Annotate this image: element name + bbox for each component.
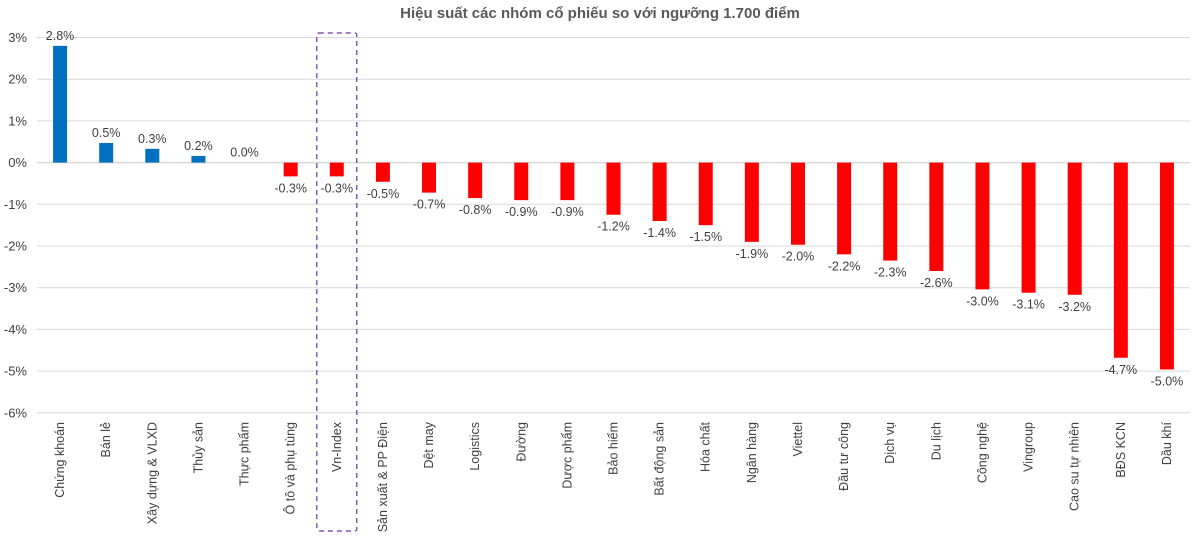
x-tick-label-cao-su-tu-nhien: Cao su tự nhiên	[1068, 422, 1082, 511]
x-tick-label-viettel: Viettel	[791, 422, 805, 457]
data-label-cao-su-tu-nhien: -3.2%	[1058, 300, 1091, 314]
y-tick-label: -5%	[4, 364, 28, 379]
x-tick-label-bao-hiem: Bảo hiểm	[607, 422, 621, 475]
x-tick-label-thuc-pham: Thực phẩm	[238, 422, 252, 486]
bar-viettel	[790, 162, 805, 245]
bar-dau-tu-cong	[837, 162, 852, 255]
x-tick-label-hoa-chat: Hóa chất	[699, 421, 713, 472]
bar-ban-le	[99, 143, 114, 163]
bar-o-to-va-phu-tung	[283, 162, 298, 177]
x-tick-label-cong-nghe: Công nghệ	[975, 422, 989, 483]
highlight-layer	[316, 32, 358, 532]
data-label-logistics: -0.8%	[459, 203, 492, 217]
x-tick-label-o-to-va-phu-tung: Ô tô và phụ tùng	[283, 422, 298, 514]
y-tick-label: -1%	[4, 197, 28, 212]
bar-bat-dong-san	[652, 162, 667, 221]
data-label-du-lich: -2.6%	[920, 276, 953, 290]
bar-duong	[514, 162, 529, 201]
data-label-bao-hiem: -1.2%	[597, 220, 630, 234]
data-label-dich-vu: -2.3%	[874, 266, 907, 280]
data-label-duong: -0.9%	[505, 205, 538, 219]
bar-cong-nghe	[975, 162, 990, 290]
bar-vn-index	[329, 162, 344, 177]
bar-dich-vu	[883, 162, 898, 261]
data-label-o-to-va-phu-tung: -0.3%	[274, 181, 307, 195]
data-label-thuy-san: 0.2%	[184, 139, 213, 153]
bar-thuy-san	[191, 155, 206, 163]
x-tick-label-duoc-pham: Dược phẩm	[560, 422, 574, 489]
bar-san-xuat-pp-dien	[375, 162, 390, 182]
bar-du-lich	[929, 162, 944, 272]
x-axis-ticks: Chứng khoán Bán lẻ Xây dựng & VLXD Thủy sản…	[53, 421, 1174, 532]
data-label-san-xuat-pp-dien: -0.5%	[367, 187, 400, 201]
bars	[53, 45, 1174, 370]
y-tick-label: 0%	[8, 155, 27, 170]
y-tick-label: 2%	[8, 72, 27, 87]
x-tick-label-vn-index: Vn-Index	[330, 421, 344, 472]
bar-ngan-hang	[744, 162, 759, 242]
x-tick-label-dau-khi: Dầu khí	[1160, 421, 1174, 465]
x-tick-label-thuy-san: Thủy sản	[191, 422, 205, 473]
data-label-duoc-pham: -0.9%	[551, 205, 584, 219]
y-tick-label: -6%	[4, 405, 28, 420]
bar-bao-hiem	[606, 162, 621, 215]
data-label-xay-dung-vlxd: 0.3%	[138, 132, 167, 146]
x-tick-label-xay-dung-vlxd: Xây dựng & VLXD	[145, 422, 159, 524]
bar-vingroup	[1021, 162, 1036, 293]
bar-dau-khi	[1159, 162, 1174, 370]
bar-bds-kcn	[1113, 162, 1128, 358]
data-label-ban-le: 0.5%	[92, 126, 121, 140]
data-label-chung-khoan: 2.8%	[46, 29, 75, 43]
x-tick-label-chung-khoan: Chứng khoán	[53, 422, 67, 498]
data-label-dau-tu-cong: -2.2%	[828, 259, 861, 273]
x-tick-label-du-lich: Du lịch	[929, 422, 943, 460]
data-label-viettel: -2.0%	[782, 250, 815, 264]
y-axis-ticks: 3% 2% 1% 0% -1% -2% -3% -4% -5% -6%	[4, 30, 28, 420]
x-tick-label-san-xuat-pp-dien: Sản xuất & PP Điện	[376, 422, 390, 532]
x-tick-label-dau-tu-cong: Đầu tư công	[837, 422, 851, 491]
data-label-vingroup: -3.1%	[1012, 298, 1045, 312]
y-tick-label: -4%	[4, 322, 28, 337]
y-tick-label: 3%	[8, 30, 27, 45]
x-tick-label-vingroup: Vingroup	[1022, 422, 1036, 472]
x-tick-label-bat-dong-san: Bất động sản	[653, 422, 667, 496]
bar-duoc-pham	[560, 162, 575, 201]
highlight-box-vn-index	[316, 32, 358, 532]
chart-title: Hiệu suất các nhóm cổ phiếu so với ngưỡn…	[400, 5, 800, 22]
bar-cao-su-tu-nhien	[1067, 162, 1082, 295]
data-label-bat-dong-san: -1.4%	[643, 226, 676, 240]
bar-xay-dung-vlxd	[145, 148, 160, 163]
bar-det-may	[422, 162, 437, 193]
bar-chung-khoan	[53, 45, 68, 163]
data-label-ngan-hang: -1.9%	[736, 247, 769, 261]
data-label-bds-kcn: -4.7%	[1104, 363, 1137, 377]
y-tick-label: 1%	[8, 113, 27, 128]
x-tick-label-bds-kcn: BĐS KCN	[1114, 422, 1128, 478]
bar-hoa-chat	[698, 162, 713, 226]
y-tick-label: -3%	[4, 280, 28, 295]
data-label-dau-khi: -5.0%	[1151, 374, 1184, 388]
bar-logistics	[468, 162, 483, 199]
x-tick-label-dich-vu: Dịch vụ	[883, 422, 897, 464]
x-tick-label-duong: Đường	[514, 422, 528, 462]
x-tick-label-logistics: Logistics	[468, 422, 482, 471]
y-tick-label: -2%	[4, 239, 28, 254]
data-label-cong-nghe: -3.0%	[966, 294, 999, 308]
x-tick-label-ngan-hang: Ngân hàng	[745, 422, 759, 483]
data-labels: 2.8% 0.5% 0.3% 0.2% 0.0% -0.3% -0.3% -0.5% -0.7%…	[46, 29, 1183, 389]
data-label-vn-index: -0.3%	[320, 181, 353, 195]
data-label-hoa-chat: -1.5%	[689, 230, 722, 244]
data-label-thuc-pham: 0.0%	[230, 146, 259, 160]
x-tick-label-ban-le: Bán lẻ	[99, 422, 113, 457]
x-tick-label-det-may: Dệt may	[422, 421, 436, 468]
data-label-det-may: -0.7%	[413, 198, 446, 212]
